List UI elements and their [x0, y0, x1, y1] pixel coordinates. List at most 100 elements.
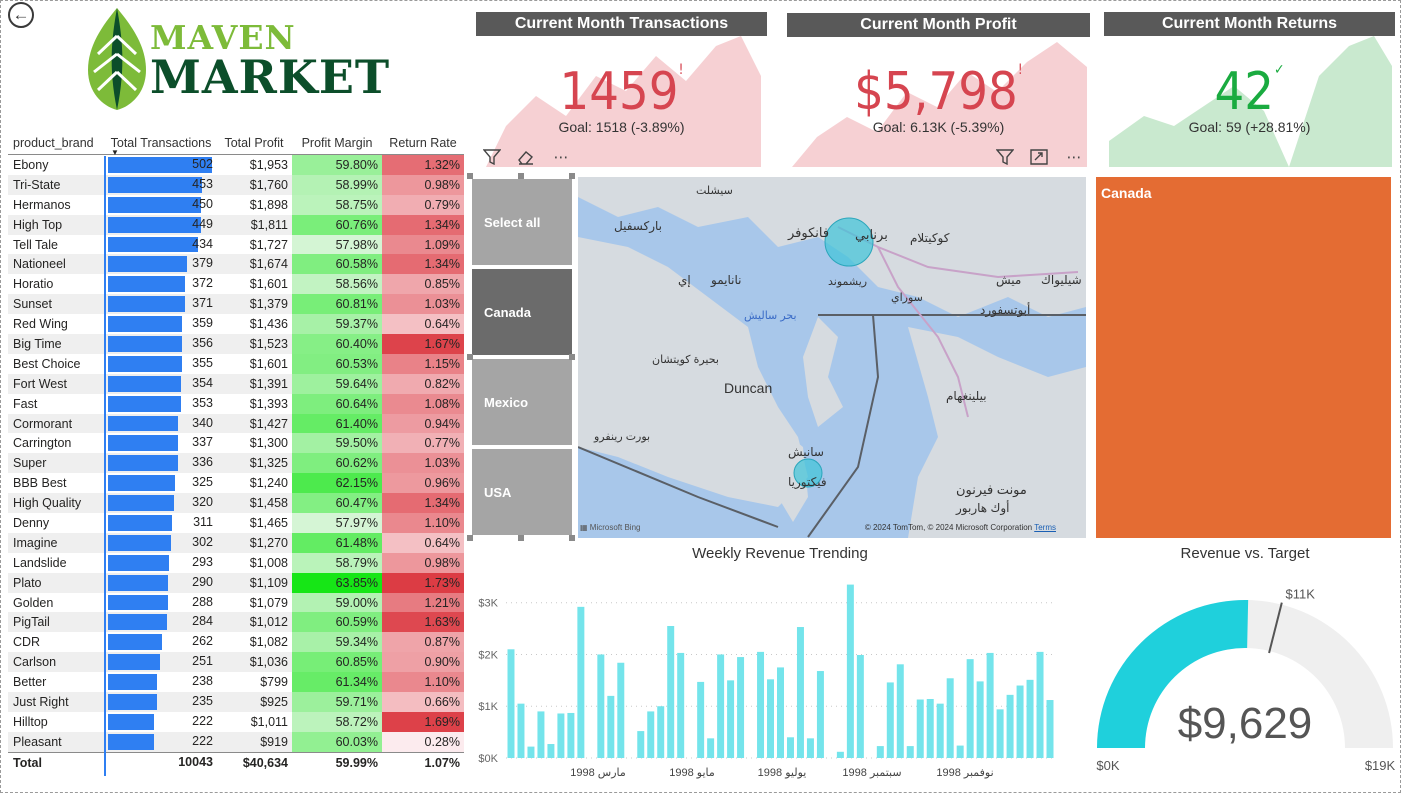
weekly-revenue-bar[interactable]	[577, 606, 585, 758]
weekly-revenue-bar[interactable]	[637, 731, 645, 758]
col-header-brand[interactable]: product_brand	[13, 136, 94, 150]
col-header-margin[interactable]: Profit Margin	[301, 136, 373, 150]
weekly-revenue-bar[interactable]	[527, 746, 535, 758]
table-row[interactable]: High Quality 320 $1,458 60.47% 1.34%	[8, 493, 464, 514]
weekly-revenue-bar[interactable]	[806, 738, 814, 758]
weekly-revenue-bar[interactable]	[777, 667, 784, 758]
kpi-card-profit[interactable]: Current Month Profit $5,798! Goal: 6.13K…	[787, 13, 1090, 167]
col-header-profit[interactable]: Total Profit	[224, 136, 284, 150]
weekly-revenue-bar[interactable]	[647, 711, 655, 758]
col-header-transactions[interactable]: Total Transactions	[110, 136, 212, 150]
table-row[interactable]: Big Time 356 $1,523 60.40% 1.67%	[8, 334, 464, 354]
weekly-revenue-bar[interactable]	[966, 659, 974, 758]
weekly-revenue-bar[interactable]	[1006, 694, 1014, 758]
sort-descending-icon[interactable]: ▼	[111, 148, 119, 157]
focus-mode-icon[interactable]	[1028, 146, 1050, 168]
weekly-revenue-bar[interactable]	[786, 737, 794, 758]
col-header-return[interactable]: Return Rate	[389, 136, 457, 150]
weekly-revenue-bar[interactable]	[996, 709, 1004, 758]
table-row[interactable]: Ebony 502 $1,953 59.80% 1.32%	[8, 155, 464, 175]
table-row[interactable]: Best Choice 355 $1,601 60.53% 1.15%	[8, 353, 464, 374]
resize-handle[interactable]	[518, 173, 524, 179]
table-row[interactable]: PigTail 284 $1,012 60.59% 1.63%	[8, 612, 464, 633]
filter-icon[interactable]	[994, 146, 1016, 168]
resize-handle[interactable]	[467, 173, 473, 179]
weekly-revenue-bar[interactable]	[667, 626, 675, 758]
weekly-revenue-bar[interactable]	[926, 698, 934, 758]
table-row[interactable]: BBB Best 325 $1,240 62.15% 0.96%	[8, 473, 464, 494]
table-row[interactable]: Imagine 302 $1,270 61.48% 0.64%	[8, 532, 464, 553]
table-row[interactable]: Plato 290 $1,109 63.85% 1.73%	[8, 572, 464, 593]
weekly-revenue-bar[interactable]	[916, 699, 924, 758]
map-bubble-victoria[interactable]	[793, 458, 823, 488]
weekly-revenue-bar[interactable]	[956, 745, 964, 758]
map-bubble-vancouver[interactable]	[824, 217, 874, 267]
table-row[interactable]: Tell Tale 434 $1,727 57.98% 1.09%	[8, 234, 464, 255]
weekly-revenue-bar[interactable]	[1046, 700, 1054, 758]
table-row[interactable]: Just Right 235 $925 59.71% 0.66%	[8, 692, 464, 712]
weekly-revenue-bar[interactable]	[1036, 651, 1044, 758]
weekly-revenue-bar[interactable]	[816, 671, 824, 758]
table-row[interactable]: Carlson 251 $1,036 60.85% 0.90%	[8, 652, 464, 673]
table-row[interactable]: Carrington 337 $1,300 59.50% 0.77%	[8, 433, 464, 454]
map-visual[interactable]: سيشلت بارکسفيل برنابي فانكوفر كوكيتلام ر…	[578, 177, 1086, 538]
weekly-revenue-bar[interactable]	[537, 711, 545, 758]
kpi-card-transactions[interactable]: Current Month Transactions 1459! Goal: 1…	[476, 12, 767, 167]
table-row[interactable]: Pleasant 222 $919 60.03% 0.28%	[8, 731, 464, 752]
weekly-revenue-bar[interactable]	[727, 680, 735, 758]
more-options-icon[interactable]: ⋯	[553, 149, 569, 166]
slicer-item-canada[interactable]: Canada	[471, 268, 573, 356]
weekly-revenue-bar[interactable]	[557, 713, 565, 758]
weekly-revenue-bar[interactable]	[657, 706, 665, 758]
slicer-item-select-all[interactable]: Select all	[471, 178, 573, 266]
weekly-revenue-bar[interactable]	[507, 649, 515, 758]
slicer-item-usa[interactable]: USA	[471, 448, 573, 536]
filter-icon[interactable]	[481, 146, 503, 168]
weekly-revenue-bar[interactable]	[1016, 685, 1024, 758]
kpi-card-returns[interactable]: Current Month Returns 42✓ Goal: 59 (+28.…	[1104, 12, 1395, 167]
more-options-icon[interactable]: ⋯	[1066, 149, 1082, 166]
table-row[interactable]: Fort West 354 $1,391 59.64% 0.82%	[8, 373, 464, 394]
weekly-revenue-bar[interactable]	[896, 664, 904, 758]
table-row[interactable]: Better 238 $799 61.34% 1.10%	[8, 672, 464, 693]
eraser-icon[interactable]	[515, 146, 537, 168]
weekly-revenue-bar[interactable]	[737, 657, 745, 758]
weekly-revenue-bar[interactable]	[707, 738, 715, 758]
resize-handle[interactable]	[569, 535, 575, 541]
table-row[interactable]: Fast 353 $1,393 60.64% 1.08%	[8, 393, 464, 414]
weekly-revenue-bar[interactable]	[796, 627, 804, 758]
table-row[interactable]: Landslide 293 $1,008 58.79% 0.98%	[8, 552, 464, 573]
resize-handle[interactable]	[467, 535, 473, 541]
weekly-revenue-bar[interactable]	[597, 654, 605, 758]
map-terms-link[interactable]: Terms	[1034, 523, 1056, 532]
weekly-revenue-bar[interactable]	[886, 682, 894, 758]
resize-handle[interactable]	[569, 354, 575, 360]
table-row[interactable]: Super 336 $1,325 60.62% 1.03%	[8, 453, 464, 474]
treemap-canada[interactable]: Canada	[1096, 177, 1391, 538]
weekly-revenue-bar[interactable]	[946, 678, 954, 758]
weekly-revenue-bar[interactable]	[976, 681, 984, 758]
slicer-item-mexico[interactable]: Mexico	[471, 358, 573, 446]
weekly-revenue-bar[interactable]	[717, 654, 725, 758]
table-row[interactable]: CDR 262 $1,082 59.34% 0.87%	[8, 632, 464, 653]
weekly-revenue-bar[interactable]	[607, 695, 615, 758]
weekly-revenue-bar[interactable]	[767, 679, 775, 758]
weekly-revenue-bar[interactable]	[517, 703, 525, 758]
weekly-revenue-bar[interactable]	[836, 751, 844, 758]
table-row[interactable]: Nationeel 379 $1,674 60.58% 1.34%	[8, 254, 464, 275]
weekly-revenue-bar[interactable]	[567, 712, 575, 758]
weekly-revenue-bar[interactable]	[1026, 679, 1034, 758]
table-row[interactable]: Tri-State 453 $1,760 58.99% 0.98%	[8, 174, 464, 195]
weekly-revenue-bar[interactable]	[547, 744, 555, 758]
weekly-revenue-bar[interactable]	[697, 681, 705, 758]
weekly-revenue-bar[interactable]	[846, 584, 854, 758]
weekly-revenue-bar[interactable]	[677, 652, 685, 758]
weekly-revenue-bar[interactable]	[757, 651, 765, 758]
resize-handle[interactable]	[467, 354, 473, 360]
resize-handle[interactable]	[569, 173, 575, 179]
table-row[interactable]: Horatio 372 $1,601 58.56% 0.85%	[8, 274, 464, 295]
resize-handle[interactable]	[518, 535, 524, 541]
weekly-revenue-bar[interactable]	[856, 654, 864, 758]
table-row[interactable]: Denny 311 $1,465 57.97% 1.10%	[8, 513, 464, 533]
table-row[interactable]: Hermanos 450 $1,898 58.75% 0.79%	[8, 194, 464, 215]
